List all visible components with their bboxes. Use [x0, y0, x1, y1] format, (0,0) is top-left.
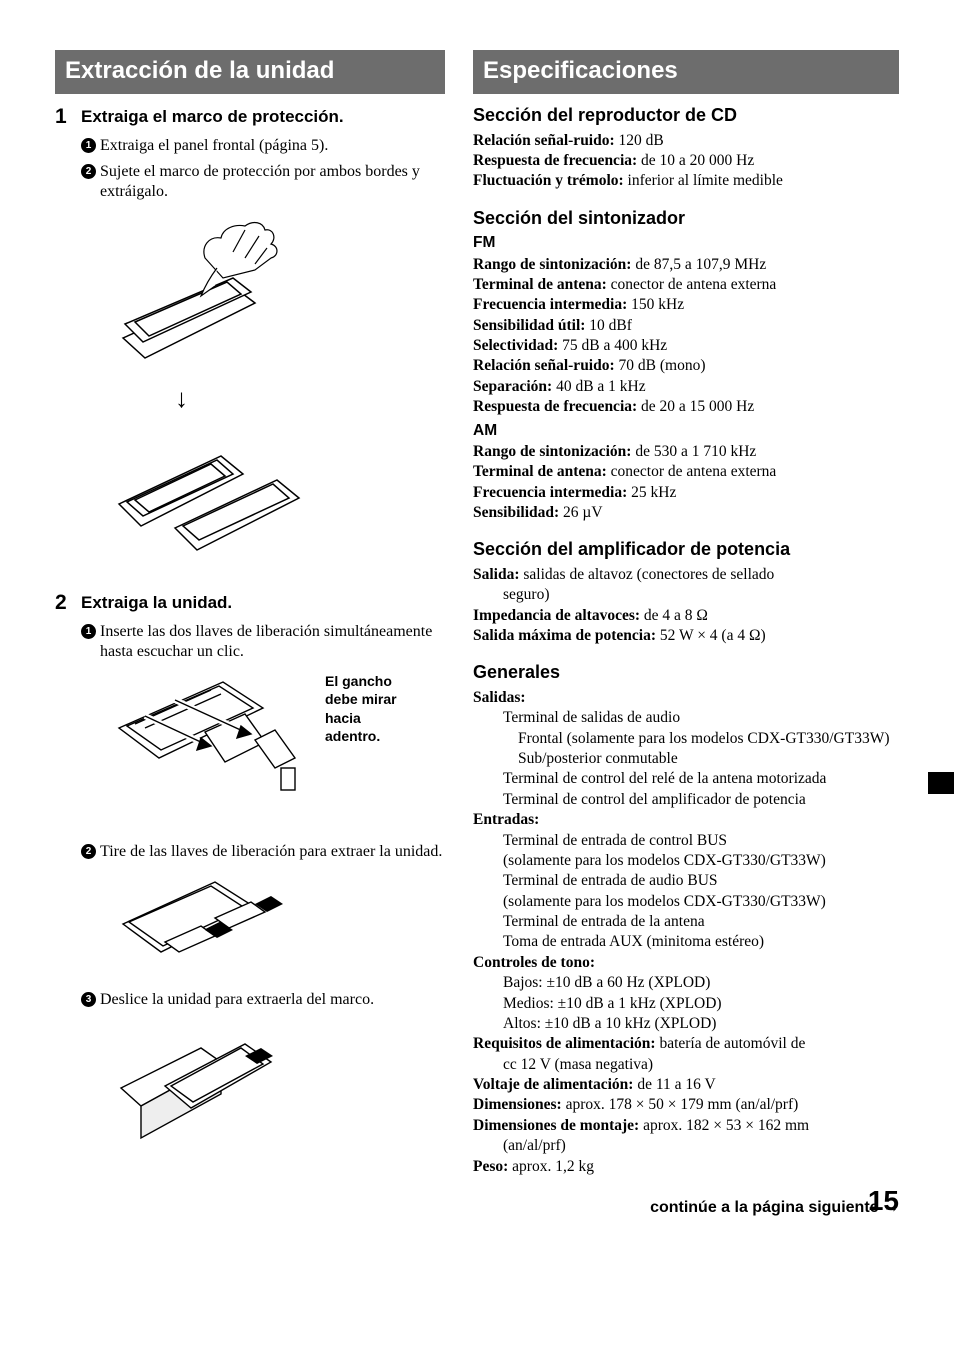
step-1-substep-1: 1 Extraiga el panel frontal (página 5).	[81, 136, 445, 156]
cd-freq: Respuesta de frecuencia: de 10 a 20 000 …	[473, 151, 899, 170]
fm-sens: Sensibilidad útil: 10 dBf	[473, 316, 899, 335]
amp-section-heading: Sección del amplificador de potencia	[473, 538, 899, 561]
gen-out3: Terminal de control del amplificador de …	[473, 790, 899, 809]
step-1-title: Extraiga el marco de protección.	[81, 104, 344, 130]
circled-3-icon: 3	[81, 992, 96, 1007]
continue-next-page: continúe a la página siguiente →	[473, 1198, 899, 1218]
step-2-substep-1: 1 Inserte las dos llaves de liberación s…	[81, 622, 445, 662]
general-section-heading: Generales	[473, 661, 899, 684]
step-2-sub1-text: Inserte las dos llaves de liberación sim…	[100, 622, 445, 662]
am-heading: AM	[473, 421, 899, 440]
left-column: Extracción de la unidad 1 Extraiga el ma…	[55, 50, 445, 1218]
cd-wow: Fluctuación y trémolo: inferior al límit…	[473, 171, 899, 190]
fm-if: Frecuencia intermedia: 150 kHz	[473, 295, 899, 314]
right-column: Especificaciones Sección del reproductor…	[473, 50, 899, 1218]
fm-heading: FM	[473, 233, 899, 252]
illustration-slide-unit-icon	[105, 1016, 305, 1146]
gen-tone1: Bajos: ±10 dB a 60 Hz (XPLOD)	[473, 973, 899, 992]
fm-range: Rango de sintonización: de 87,5 a 107,9 …	[473, 255, 899, 274]
figure-pull-keys	[105, 868, 445, 984]
gen-inputs-label: Entradas:	[473, 810, 899, 829]
edge-tab-marker	[928, 772, 954, 794]
step-2-number: 2	[55, 590, 81, 616]
gen-in4: Toma de entrada AUX (minitoma estéreo)	[473, 932, 899, 951]
illustration-frame-separated-icon	[105, 416, 315, 566]
fm-sep: Separación: 40 dB a 1 kHz	[473, 377, 899, 396]
fm-freq: Respuesta de frecuencia: de 20 a 15 000 …	[473, 397, 899, 416]
step-1-number: 1	[55, 104, 81, 130]
gen-out1: Terminal de salidas de audio	[473, 708, 899, 727]
gen-in2: Terminal de entrada de audio BUS	[473, 871, 899, 890]
step-2-substep-2: 2 Tire de las llaves de liberación para …	[81, 842, 445, 862]
figure-remove-frame	[105, 208, 445, 389]
step-2-sub3-text: Deslice la unidad para extraerla del mar…	[100, 990, 374, 1010]
fm-snr: Relación señal-ruido: 70 dB (mono)	[473, 356, 899, 375]
step-2-title: Extraiga la unidad.	[81, 590, 232, 616]
illustration-pull-keys-icon	[105, 868, 305, 978]
gen-mdim2: (an/al/prf)	[473, 1136, 899, 1155]
gen-mdim: Dimensiones de montaje: aprox. 182 × 53 …	[473, 1116, 899, 1135]
circled-1-icon: 1	[81, 138, 96, 153]
gen-tone-label: Controles de tono:	[473, 953, 899, 972]
gen-tone3: Altos: ±10 dB a 10 kHz (XPLOD)	[473, 1014, 899, 1033]
step-2-substep-3: 3 Deslice la unidad para extraerla del m…	[81, 990, 445, 1010]
gen-in2a: (solamente para los modelos CDX-GT330/GT…	[473, 892, 899, 911]
circled-1b-icon: 1	[81, 624, 96, 639]
gen-dim: Dimensiones: aprox. 178 × 50 × 179 mm (a…	[473, 1095, 899, 1114]
gen-power2: cc 12 V (masa negativa)	[473, 1055, 899, 1074]
fm-antenna: Terminal de antena: conector de antena e…	[473, 275, 899, 294]
amp-out: Salida: salidas de altavoz (conectores d…	[473, 565, 899, 584]
circled-2-icon: 2	[81, 164, 96, 179]
figure-caption-hook: El gancho debe mirar hacia adentro.	[325, 672, 415, 745]
down-arrow-icon: ↓	[175, 389, 445, 410]
illustration-hand-frame-icon	[105, 208, 315, 383]
tuner-section-heading: Sección del sintonizador	[473, 207, 899, 230]
cd-section-heading: Sección del reproductor de CD	[473, 104, 899, 127]
amp-max: Salida máxima de potencia: 52 W × 4 (a 4…	[473, 626, 899, 645]
section-heading-specs: Especificaciones	[473, 50, 899, 94]
gen-in1a: (solamente para los modelos CDX-GT330/GT…	[473, 851, 899, 870]
amp-imp: Impedancia de altavoces: de 4 a 8 Ω	[473, 606, 899, 625]
gen-power: Requisitos de alimentación: batería de a…	[473, 1034, 899, 1053]
am-antenna: Terminal de antena: conector de antena e…	[473, 462, 899, 481]
figure-release-keys: El gancho debe mirar hacia adentro.	[105, 672, 445, 832]
gen-in1: Terminal de entrada de control BUS	[473, 831, 899, 850]
gen-volt: Voltaje de alimentación: de 11 a 16 V	[473, 1075, 899, 1094]
gen-out2: Terminal de control del relé de la anten…	[473, 769, 899, 788]
step-1: 1 Extraiga el marco de protección.	[55, 104, 445, 130]
gen-tone2: Medios: ±10 dB a 1 kHz (XPLOD)	[473, 994, 899, 1013]
gen-out1b: Sub/posterior conmutable	[473, 749, 899, 768]
am-sens: Sensibilidad: 26 µV	[473, 503, 899, 522]
step-1-sub1-text: Extraiga el panel frontal (página 5).	[100, 136, 328, 156]
figure-frame-separated	[105, 416, 445, 572]
step-2: 2 Extraiga la unidad.	[55, 590, 445, 616]
cd-snr: Relación señal-ruido: 120 dB	[473, 131, 899, 150]
am-if: Frecuencia intermedia: 25 kHz	[473, 483, 899, 502]
step-1-substep-2: 2 Sujete el marco de protección por ambo…	[81, 162, 445, 202]
step-1-sub2-text: Sujete el marco de protección por ambos …	[100, 162, 445, 202]
section-heading-extraction: Extracción de la unidad	[55, 50, 445, 94]
gen-weight: Peso: aprox. 1,2 kg	[473, 1157, 899, 1176]
figure-slide-unit	[105, 1016, 445, 1152]
fm-sel: Selectividad: 75 dB a 400 kHz	[473, 336, 899, 355]
step-2-sub2-text: Tire de las llaves de liberación para ex…	[100, 842, 442, 862]
circled-2b-icon: 2	[81, 844, 96, 859]
gen-outputs-label: Salidas:	[473, 688, 899, 707]
gen-in3: Terminal de entrada de la antena	[473, 912, 899, 931]
amp-out2: seguro)	[473, 585, 899, 604]
illustration-release-keys-icon	[105, 672, 315, 832]
gen-out1a: Frontal (solamente para los modelos CDX-…	[473, 729, 899, 748]
page-columns: Extracción de la unidad 1 Extraiga el ma…	[55, 50, 899, 1218]
page-number: 15	[868, 1183, 899, 1218]
am-range: Rango de sintonización: de 530 a 1 710 k…	[473, 442, 899, 461]
